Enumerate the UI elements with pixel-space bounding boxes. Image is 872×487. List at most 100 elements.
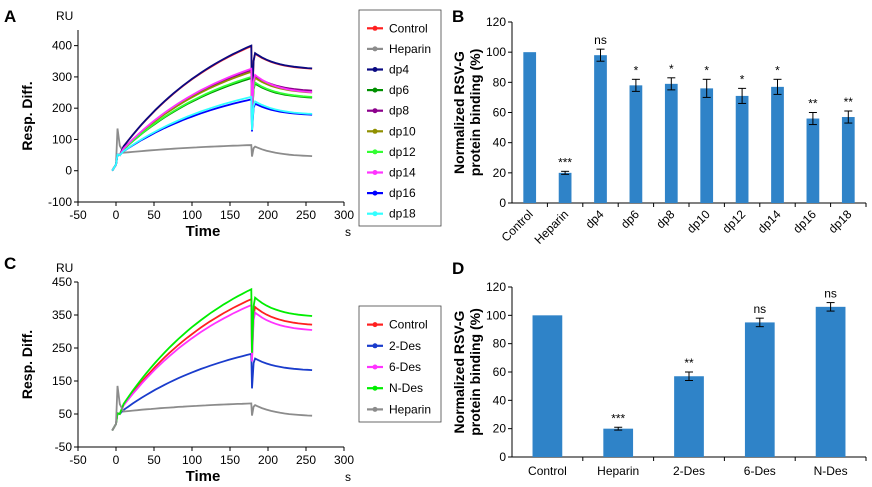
legend-marker-heparin [372, 406, 378, 412]
category-label-n-des: N-Des [814, 464, 848, 478]
bar-dp4 [594, 55, 607, 203]
x-tick-label-a: 200 [258, 208, 278, 222]
bar-n-des [815, 306, 846, 457]
y-tick-label-b: 120 [486, 15, 506, 29]
series-line-heparin [111, 128, 313, 172]
legend-box-a [358, 9, 442, 227]
legend-marker-control [372, 322, 378, 328]
x-tick-label-a: -50 [69, 208, 87, 222]
legend-label-dp18: dp18 [389, 207, 416, 221]
y-tick-label-d: 20 [493, 422, 507, 436]
legend-label-dp6: dp6 [389, 83, 409, 97]
legend-label-dp4: dp4 [389, 63, 409, 77]
legend-label-dp8: dp8 [389, 104, 409, 118]
significance-dp18: ** [844, 95, 854, 109]
category-label-dp10: dp10 [684, 207, 713, 236]
y-tick-label-a: 300 [52, 70, 72, 84]
y-axis-title-a: Resp. Diff. [19, 81, 35, 150]
series-line-n-des [111, 287, 313, 431]
bar-dp14 [771, 86, 784, 203]
legend-marker-heparin [372, 46, 378, 52]
y-tick-label-b: 80 [493, 75, 507, 89]
series-line-control [111, 297, 313, 431]
x-tick-label-c: 250 [296, 453, 316, 467]
x-tick-label-c: 0 [113, 453, 120, 467]
x-tick-label-c: 100 [182, 453, 202, 467]
legend-marker-dp10 [372, 128, 378, 134]
y-tick-label-b: 0 [499, 196, 506, 210]
series-line-dp18 [111, 95, 313, 172]
x-tick-label-c: 300 [334, 453, 354, 467]
significance-dp10: * [704, 63, 709, 77]
series-line-2-des [111, 352, 313, 431]
legend-label-heparin: Heparin [389, 402, 431, 416]
legend-label-6-des: 6-Des [389, 360, 421, 374]
y-tick-label-b: 100 [486, 45, 506, 59]
legend-marker-dp4 [372, 67, 378, 72]
y-tick-label-d: 100 [486, 308, 506, 322]
bar-dp8 [664, 83, 678, 203]
series-line-dp4 [111, 44, 313, 172]
legend-label-heparin: Heparin [389, 42, 431, 56]
legend-label-control: Control [389, 318, 428, 332]
legend-label-n-des: N-Des [389, 381, 423, 395]
legend-label-2-des: 2-Des [389, 339, 421, 353]
y-tick-label-d: 80 [493, 337, 507, 351]
legend-marker-control [372, 25, 378, 31]
panel-letter-a: A [4, 7, 16, 26]
x-tick-label-c: 50 [147, 453, 161, 467]
y-tick-label-a: 100 [52, 132, 72, 146]
panel-letter-c: C [4, 254, 16, 273]
y-tick-label-a: -100 [48, 195, 72, 209]
y-axis-title-line2-b: protein binding (%) [467, 49, 483, 177]
y-tick-label-c: 250 [52, 341, 72, 355]
x-tick-label-a: 300 [334, 208, 354, 222]
significance-heparin: *** [558, 155, 572, 169]
y-tick-label-b: 40 [493, 136, 507, 150]
significance-heparin: *** [611, 411, 625, 425]
y-tick-label-b: 20 [493, 166, 507, 180]
x-unit-label-c: s [345, 470, 351, 484]
legend-marker-dp12 [372, 149, 378, 155]
significance-n-des: ns [824, 287, 837, 301]
unit-label-a: RU [56, 9, 73, 23]
y-tick-label-c: 450 [52, 275, 72, 289]
y-tick-label-a: 0 [65, 164, 72, 178]
x-tick-label-a: 100 [182, 208, 202, 222]
y-tick-label-c: -50 [55, 440, 73, 454]
category-label-control: Control [499, 207, 536, 244]
category-label-dp4: dp4 [583, 207, 607, 231]
category-label-6-des: 6-Des [744, 464, 776, 478]
significance-dp8: * [669, 62, 674, 76]
legend-marker-dp8 [372, 108, 378, 114]
bar-6-des [744, 322, 775, 457]
category-label-2-des: 2-Des [673, 464, 705, 478]
bar-dp12 [735, 95, 749, 203]
series-line-6-des [111, 303, 313, 431]
x-tick-label-c: -50 [69, 453, 87, 467]
bar-dp10 [700, 88, 714, 203]
significance-dp4: ns [594, 33, 607, 47]
category-label-dp18: dp18 [826, 207, 855, 236]
significance-6-des: ns [753, 302, 766, 316]
x-axis-title-a: Time [186, 223, 221, 240]
category-label-dp12: dp12 [719, 207, 748, 236]
panel-letter-d: D [452, 259, 464, 278]
bar-dp18 [841, 117, 855, 203]
x-tick-label-a: 150 [220, 208, 240, 222]
category-label-dp6: dp6 [618, 207, 642, 231]
category-label-control: Control [528, 464, 567, 478]
significance-dp16: ** [808, 97, 818, 111]
bar-dp16 [806, 118, 820, 203]
x-tick-label-a: 50 [147, 208, 161, 222]
significance-dp6: * [634, 63, 639, 77]
bar-dp6 [629, 85, 643, 203]
legend-label-dp10: dp10 [389, 124, 416, 138]
category-label-heparin: Heparin [532, 207, 572, 247]
x-tick-label-a: 250 [296, 208, 316, 222]
y-tick-label-d: 40 [493, 393, 507, 407]
x-unit-label-a: s [345, 225, 351, 239]
bar-heparin [558, 172, 572, 203]
legend-label-dp12: dp12 [389, 145, 416, 159]
